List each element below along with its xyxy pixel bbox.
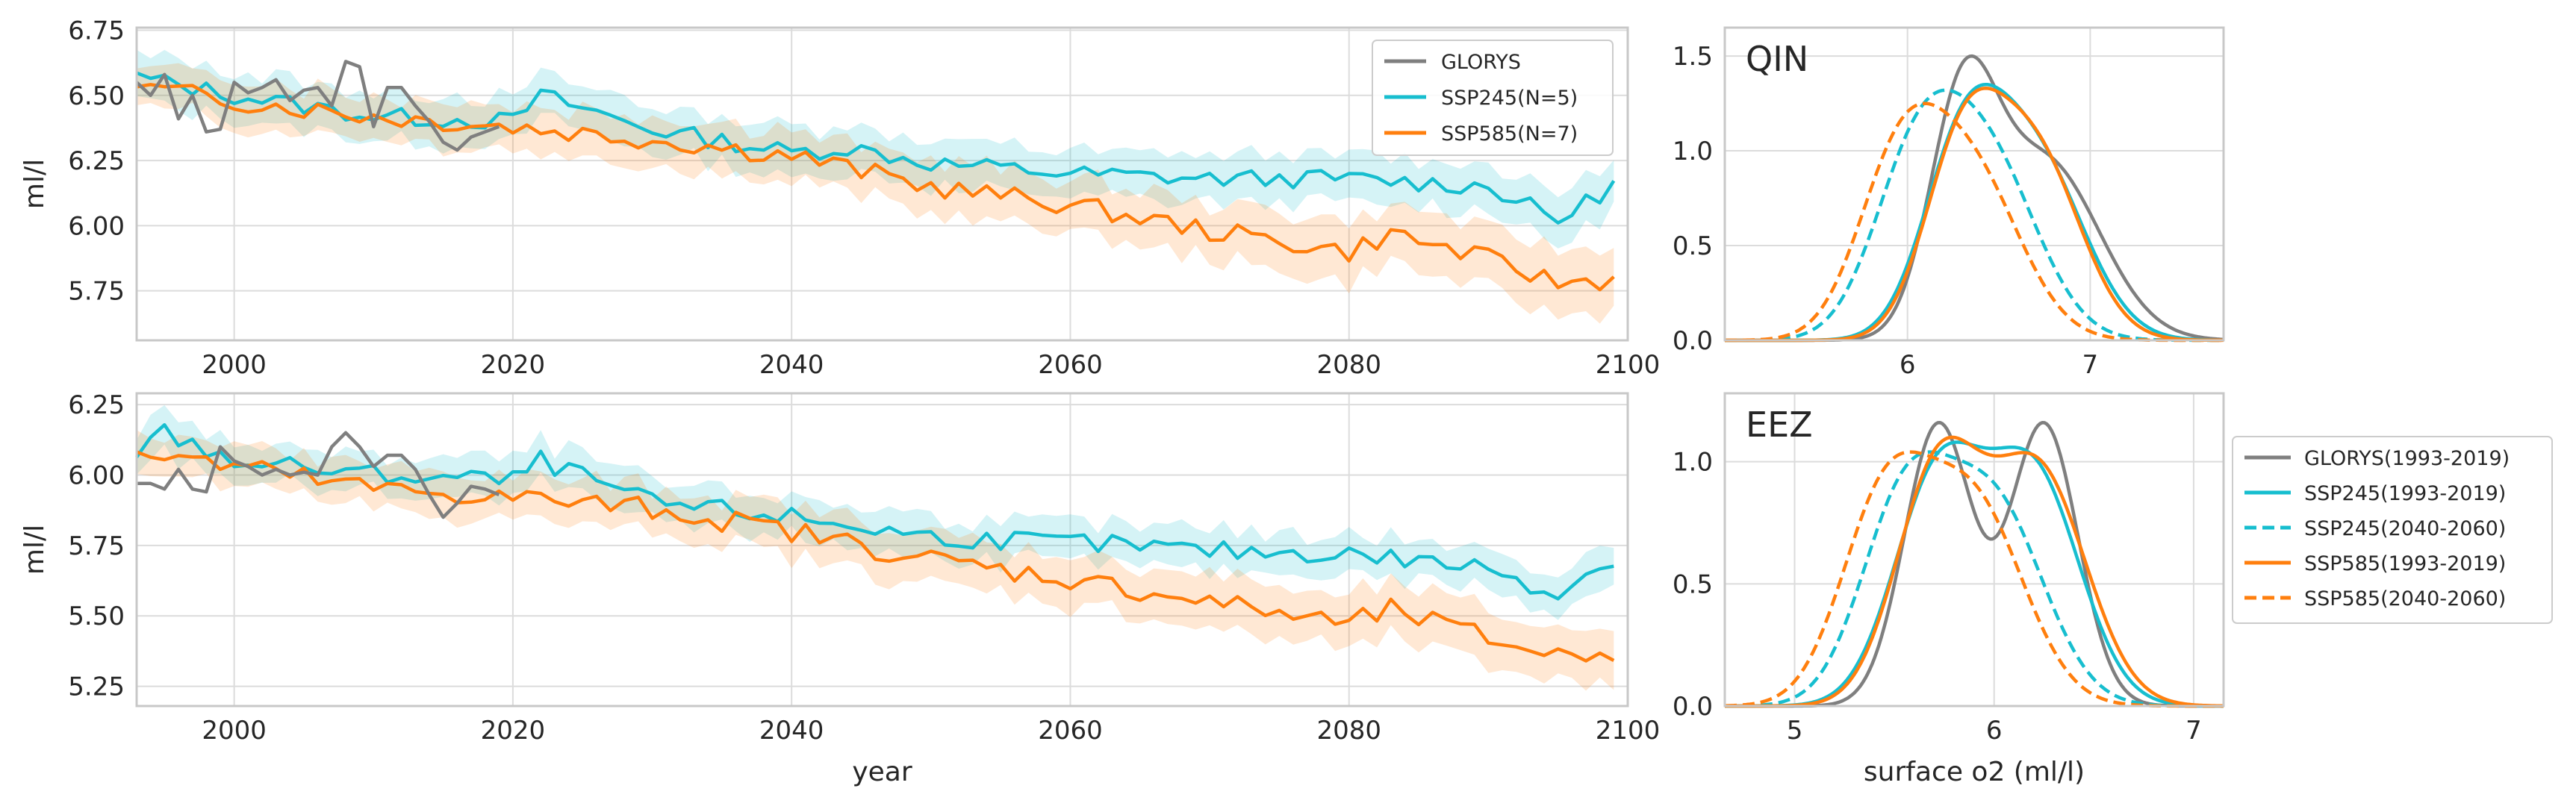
legend-label: SSP585(2040-2060): [2304, 587, 2506, 610]
ssp585-line: [136, 450, 1615, 663]
legend-label: SSP245(N=5): [1441, 87, 1578, 110]
density-line-ssp245-2040-2060: [1725, 450, 2224, 708]
x-tick-label: 5: [1787, 716, 1803, 746]
y-axis-label: ml/l: [19, 159, 50, 209]
glorys-line: [137, 431, 500, 519]
x-tick-label: 6: [1900, 350, 1916, 380]
y-tick-label: 6.50: [68, 81, 125, 111]
y-tick-label: 6.75: [68, 16, 125, 46]
x-tick-label: 2020: [481, 350, 546, 380]
density-line-ssp585-1993-2019: [1725, 435, 2224, 708]
glorys-line: [135, 60, 500, 152]
ssp245-spread-band: [137, 404, 1614, 620]
ssp245-line: [136, 71, 1616, 225]
plot-frame: [1723, 26, 2225, 342]
x-axis-label: year: [852, 757, 912, 787]
x-axis-label: surface o2 (ml/l): [1864, 757, 2085, 787]
plot-background: [1725, 28, 2224, 340]
x-tick-label: 2080: [1316, 350, 1381, 380]
y-tick-label: 5.25: [68, 672, 125, 702]
plot-frame: [135, 392, 1629, 708]
y-tick-label: 0.5: [1673, 569, 1713, 599]
y-tick-label: 6.00: [68, 211, 125, 241]
plot-frame: [135, 26, 1629, 342]
x-tick-label: 2040: [759, 350, 824, 380]
plot-frame: [1723, 392, 2225, 708]
legend-label: SSP245(1993-2019): [2304, 482, 2506, 505]
ssp245-line: [135, 422, 1614, 601]
y-tick-label: 5.75: [68, 277, 125, 307]
x-tick-label: 2100: [1596, 350, 1661, 380]
distribution-legend: GLORYS(1993-2019) SSP245(1993-2019) SSP245…: [2232, 436, 2553, 624]
x-tick-label: 2040: [759, 716, 824, 746]
x-tick-label: 6: [1986, 716, 2003, 746]
y-tick-label: 6.25: [68, 390, 125, 420]
y-tick-label: 1.0: [1673, 137, 1713, 166]
plot-background: [137, 393, 1628, 706]
panel-title: EEZ: [1746, 404, 1813, 445]
y-tick-label: 1.5: [1673, 42, 1713, 72]
y-tick-label: 6.00: [68, 460, 125, 490]
x-tick-label: 2020: [481, 716, 546, 746]
distribution-qin-panel: 6 7 0.0 0.5 1.0 1.5 QIN: [1673, 26, 2225, 380]
y-tick-label: 1.0: [1673, 448, 1713, 478]
panel-title: QIN: [1746, 39, 1808, 79]
x-tick-label: 2100: [1596, 716, 1661, 746]
y-tick-label: 5.50: [68, 602, 125, 631]
y-axis-label: ml/l: [19, 525, 50, 575]
x-tick-label: 7: [2082, 350, 2099, 380]
legend-label: SSP585(1993-2019): [2304, 552, 2506, 575]
x-tick-label: 7: [2185, 716, 2202, 746]
y-tick-label: 0.0: [1673, 326, 1713, 356]
legend-label: GLORYS(1993-2019): [2304, 447, 2510, 470]
y-tick-label: 6.25: [68, 146, 125, 176]
x-tick-label: 2000: [202, 716, 267, 746]
y-tick-label: 5.75: [68, 531, 125, 561]
legend-box: [2232, 436, 2553, 624]
y-tick-label: 0.0: [1673, 692, 1713, 722]
ssp585-line: [136, 83, 1615, 292]
x-tick-label: 2060: [1038, 350, 1103, 380]
timeseries-eez-panel: 2000 2020 2040 2060 2080 2100 5.25 5.50 5.75 6.00…: [19, 390, 1660, 787]
x-tick-label: 2080: [1316, 716, 1381, 746]
legend-label: GLORYS: [1441, 51, 1521, 74]
x-tick-label: 2060: [1038, 716, 1103, 746]
timeseries-legend: GLORYS SSP245(N=5) SSP585(N=7): [1372, 40, 1614, 156]
x-tick-label: 2000: [202, 350, 267, 380]
legend-label: SSP585(N=7): [1441, 122, 1578, 146]
distribution-eez-panel: 5 6 7 0.0 0.5 1.0 EEZ surface o2 (ml/l): [1673, 392, 2225, 787]
legend-label: SSP245(2040-2060): [2304, 517, 2506, 540]
legend-box: [1372, 40, 1614, 156]
y-tick-label: 0.5: [1673, 231, 1713, 261]
